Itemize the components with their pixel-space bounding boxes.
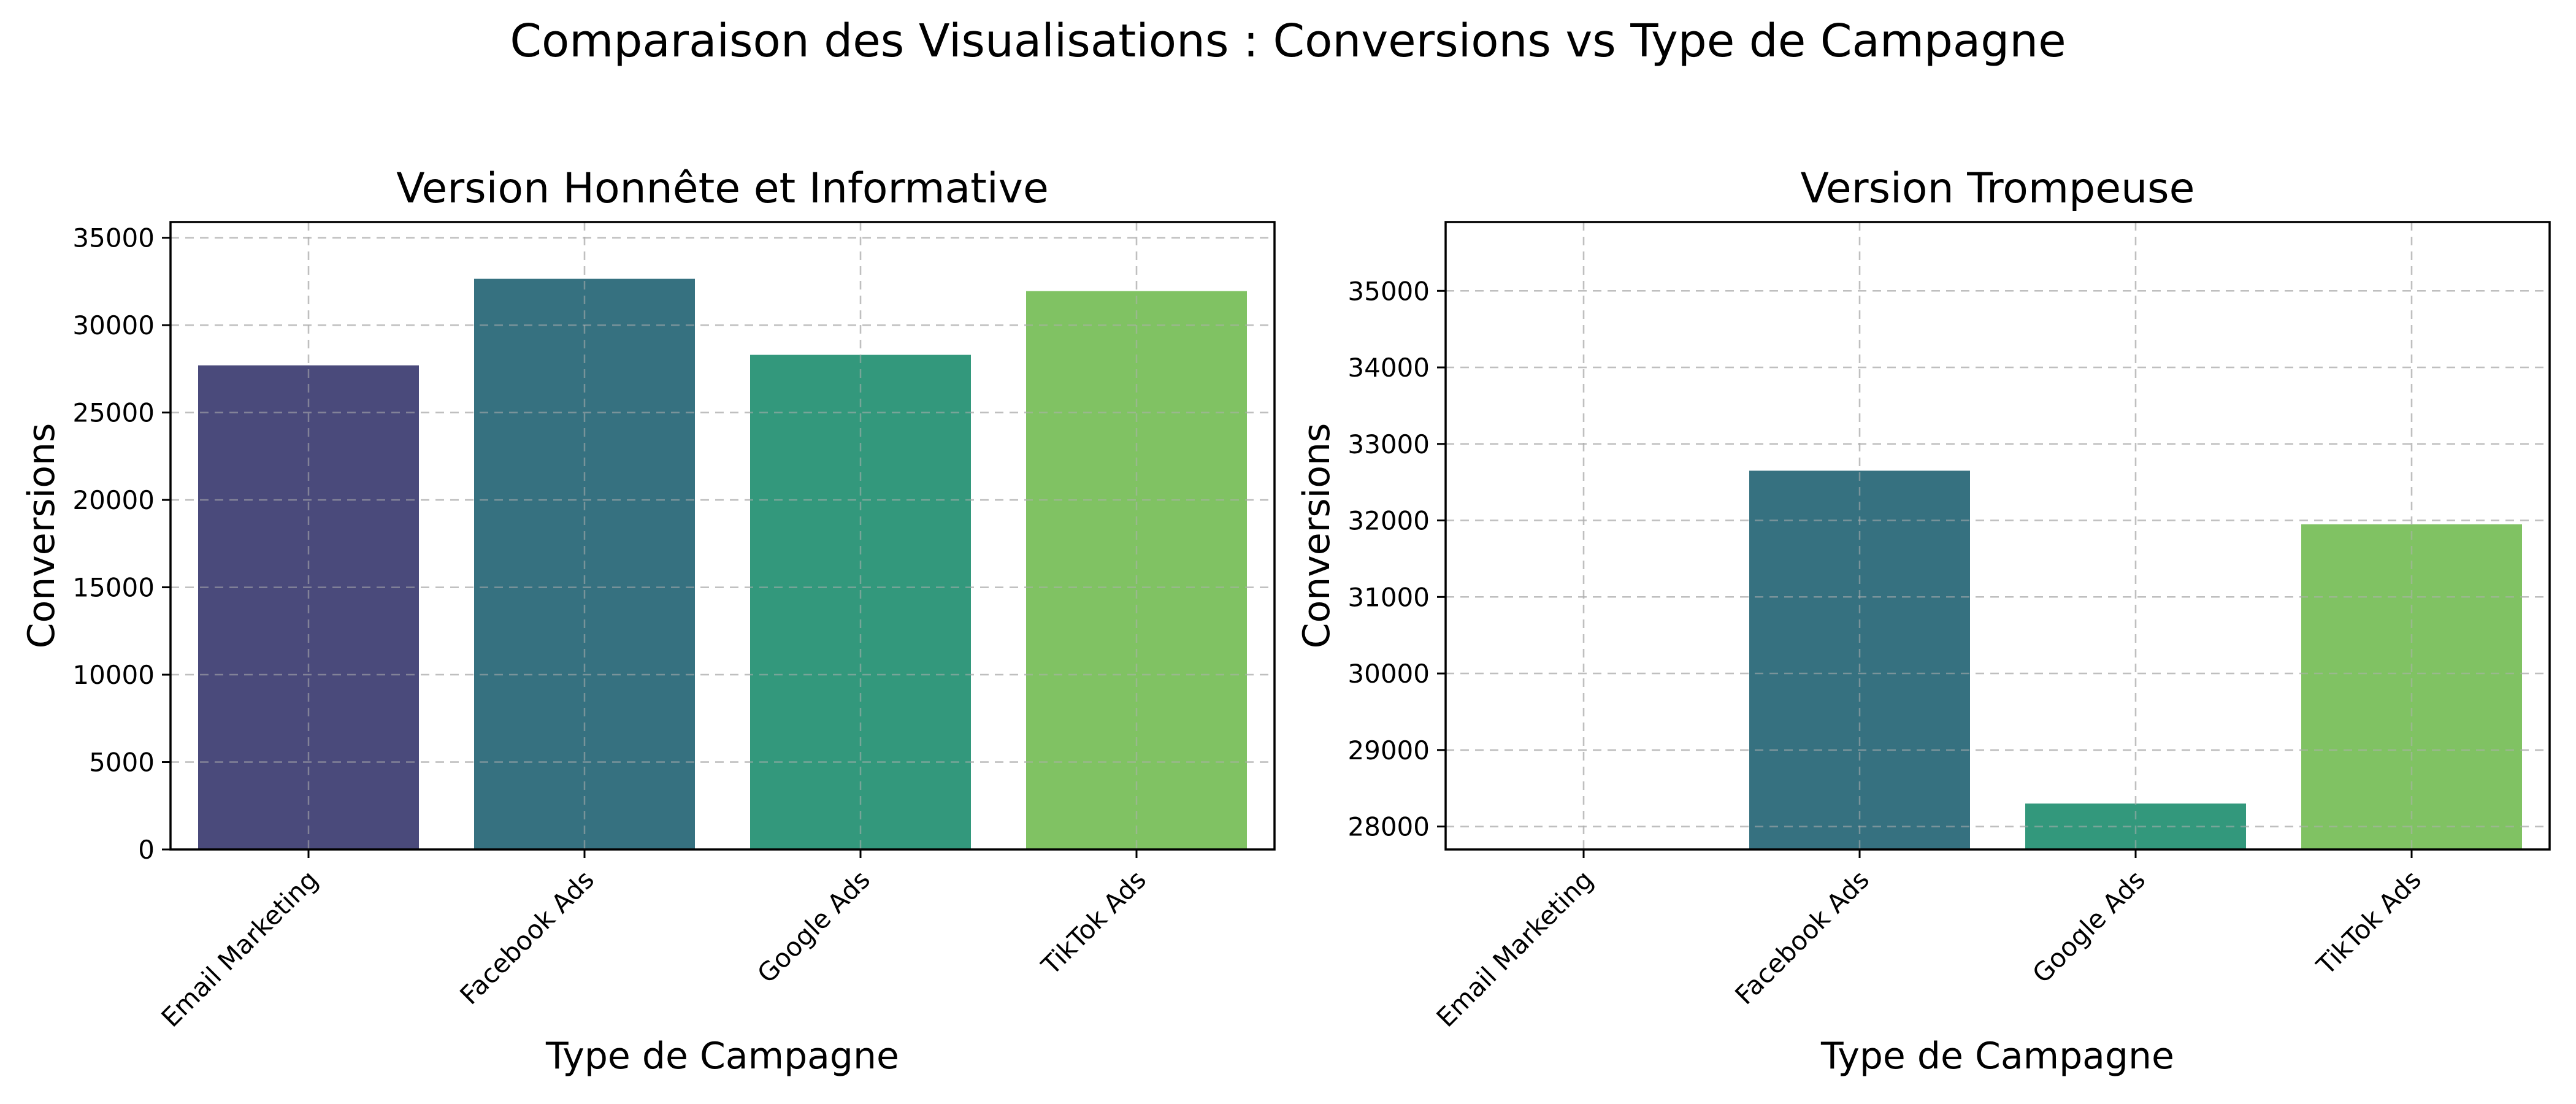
chart-title: Version Trompeuse — [1801, 164, 2195, 213]
plot-frame — [1444, 221, 2551, 851]
y-tick-label: 31000 — [1347, 582, 1430, 612]
y-tick-label: 20000 — [72, 485, 155, 515]
y-tick-label: 35000 — [1347, 276, 1430, 306]
y-tick-label: 29000 — [1347, 735, 1430, 765]
x-axis-label: Type de Campagne — [1820, 1035, 2174, 1078]
bar-facebook-ads — [1749, 470, 1970, 849]
x-tick-label: Facebook Ads — [1729, 864, 1875, 1010]
y-tick-label: 35000 — [72, 223, 155, 253]
y-axis-label: Conversions — [20, 423, 63, 649]
y-axis-label: Conversions — [1295, 423, 1338, 649]
x-tick-label: TikTok Ads — [2310, 864, 2427, 981]
x-tick-label: Email Marketing — [1431, 864, 1600, 1033]
chart-honest: 0 5000 10000 15000 20000 25000 30000 35000 Email… — [20, 164, 1276, 1078]
x-axis-label: Type de Campagne — [545, 1035, 899, 1078]
y-tick-label: 15000 — [72, 573, 155, 603]
y-tick-label: 34000 — [1347, 353, 1430, 383]
y-tick-label: 28000 — [1347, 812, 1430, 842]
x-tick-label: TikTok Ads — [1035, 864, 1152, 981]
figure-title: Comparaison des Visualisations : Convers… — [510, 15, 2066, 67]
y-tick-label: 0 — [138, 835, 155, 865]
y-tick-label: 10000 — [72, 660, 155, 690]
y-tick-label: 25000 — [72, 398, 155, 428]
x-tick-label: Facebook Ads — [454, 864, 600, 1010]
y-tick-label: 32000 — [1347, 506, 1430, 536]
y-tick-label: 30000 — [72, 310, 155, 340]
y-tick-label: 33000 — [1347, 429, 1430, 459]
x-tick-label: Google Ads — [751, 864, 876, 989]
x-tick-label: Email Marketing — [156, 864, 324, 1033]
chart-misleading: 28000 29000 30000 31000 32000 33000 34000 35000… — [1295, 164, 2551, 1078]
chart-title: Version Honnête et Informative — [396, 164, 1049, 213]
y-tick-label: 30000 — [1347, 659, 1430, 689]
y-tick-label: 5000 — [89, 748, 155, 778]
x-tick-label: Google Ads — [2026, 864, 2151, 989]
plot-frame — [169, 221, 1276, 851]
